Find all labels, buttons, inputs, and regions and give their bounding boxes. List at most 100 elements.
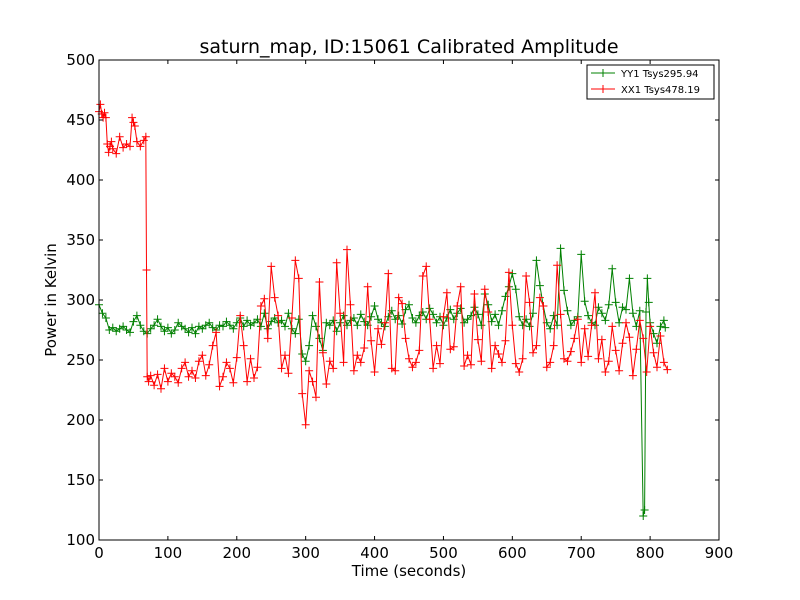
data-point-1-101 — [405, 354, 413, 363]
data-point-1-29 — [157, 384, 165, 393]
data-point-1-80 — [332, 258, 341, 267]
data-point-0-55 — [284, 309, 293, 318]
data-point-1-127 — [494, 350, 503, 358]
data-point-1-174 — [656, 332, 665, 340]
data-point-0-154 — [625, 274, 634, 283]
data-point-0-62 — [308, 311, 317, 320]
data-point-1-125 — [487, 364, 496, 373]
data-point-0-155 — [628, 309, 637, 318]
y-tick-label-8: 500 — [66, 51, 95, 69]
data-point-1-76 — [318, 348, 327, 357]
data-point-0-90 — [405, 300, 413, 309]
data-point-0-21 — [167, 329, 176, 338]
data-point-1-44 — [208, 341, 217, 350]
data-point-0-132 — [549, 311, 558, 320]
data-point-0-26 — [184, 328, 193, 337]
data-point-0-59 — [298, 350, 307, 358]
data-point-0-149 — [608, 264, 617, 273]
data-point-1-51 — [232, 353, 241, 362]
data-point-1-66 — [284, 369, 293, 378]
data-point-0-106 — [460, 318, 469, 327]
data-point-0-168 — [661, 323, 670, 332]
data-point-0-37 — [222, 317, 231, 326]
data-point-0-150 — [611, 298, 620, 307]
data-point-0-19 — [160, 327, 169, 336]
data-point-0-110 — [473, 310, 482, 319]
data-point-1-88 — [360, 344, 369, 352]
data-point-0-11 — [132, 311, 141, 320]
data-point-0-153 — [622, 305, 630, 314]
data-point-1-140 — [539, 302, 548, 310]
data-point-1-168 — [635, 316, 644, 325]
data-point-0-61 — [305, 341, 314, 350]
data-point-1-31 — [163, 377, 172, 386]
data-point-1-172 — [649, 348, 658, 357]
legend-label-yy1: YY1 Tsys295.94 — [620, 69, 699, 80]
data-point-1-105 — [418, 272, 427, 280]
data-point-1-62 — [270, 293, 279, 302]
data-point-1-13 — [119, 143, 128, 152]
data-point-1-108 — [429, 364, 438, 373]
data-point-0-48 — [260, 309, 269, 318]
data-point-0-167 — [659, 316, 668, 325]
data-point-1-167 — [632, 345, 641, 354]
data-point-1-71 — [301, 420, 310, 429]
data-point-0-77 — [360, 317, 369, 326]
data-point-1-118 — [463, 351, 472, 360]
x-tick-label-5: 500 — [429, 544, 458, 562]
data-point-1-73 — [308, 377, 317, 386]
data-point-0-85 — [387, 306, 396, 315]
data-point-1-89 — [363, 282, 372, 291]
x-tick-label-0: 0 — [94, 544, 104, 562]
data-point-0-17 — [153, 315, 162, 324]
data-point-1-91 — [370, 368, 379, 376]
x-axis-label: Time (seconds) — [351, 562, 467, 580]
data-point-1-19 — [132, 137, 141, 146]
data-point-1-86 — [353, 351, 362, 360]
data-point-0-68 — [329, 316, 338, 325]
data-point-1-107 — [425, 315, 434, 324]
data-point-0-23 — [174, 318, 183, 327]
data-point-0-38 — [225, 321, 234, 330]
data-point-0-146 — [597, 309, 606, 318]
data-point-1-45 — [212, 328, 221, 337]
data-point-1-120 — [470, 290, 479, 298]
x-tick-label-3: 300 — [291, 544, 320, 562]
ticks-layer: 0 100 200 300 400 500 600 700 800 900100150200250… — [66, 51, 733, 562]
data-point-1-170 — [642, 368, 651, 376]
data-point-1-152 — [580, 324, 589, 333]
legend-marker-yy1 — [599, 69, 607, 77]
data-point-0-91 — [408, 314, 417, 322]
data-point-1-5 — [101, 113, 110, 122]
data-point-1-136 — [525, 298, 534, 307]
data-point-1-30 — [160, 364, 169, 373]
data-point-1-38 — [188, 366, 196, 375]
data-point-0-25 — [181, 324, 190, 333]
x-tick-label-4: 400 — [360, 544, 389, 562]
chart-title: saturn_map, ID:15061 Calibrated Amplitud… — [199, 36, 618, 58]
data-point-1-48 — [222, 358, 231, 367]
data-point-1-116 — [456, 282, 465, 291]
x-tick-label-8: 800 — [636, 544, 665, 562]
data-point-1-42 — [201, 371, 210, 380]
data-point-1-24 — [143, 372, 152, 381]
data-point-0-54 — [281, 322, 289, 331]
data-point-0-159 — [640, 506, 649, 514]
data-point-1-163 — [618, 339, 627, 348]
data-point-1-16 — [128, 113, 137, 122]
data-point-1-173 — [653, 363, 661, 372]
data-point-1-126 — [491, 341, 500, 350]
data-point-1-74 — [312, 393, 320, 402]
data-point-1-98 — [394, 293, 403, 302]
data-point-1-133 — [515, 368, 524, 376]
data-point-1-87 — [356, 358, 365, 367]
data-point-0-32 — [205, 318, 214, 327]
data-point-1-109 — [432, 341, 441, 350]
legend-box — [586, 64, 715, 100]
data-point-1-147 — [563, 357, 572, 366]
data-point-1-94 — [380, 318, 389, 327]
data-point-1-111 — [439, 312, 448, 321]
data-point-1-63 — [274, 311, 283, 320]
data-point-0-142 — [584, 311, 593, 320]
